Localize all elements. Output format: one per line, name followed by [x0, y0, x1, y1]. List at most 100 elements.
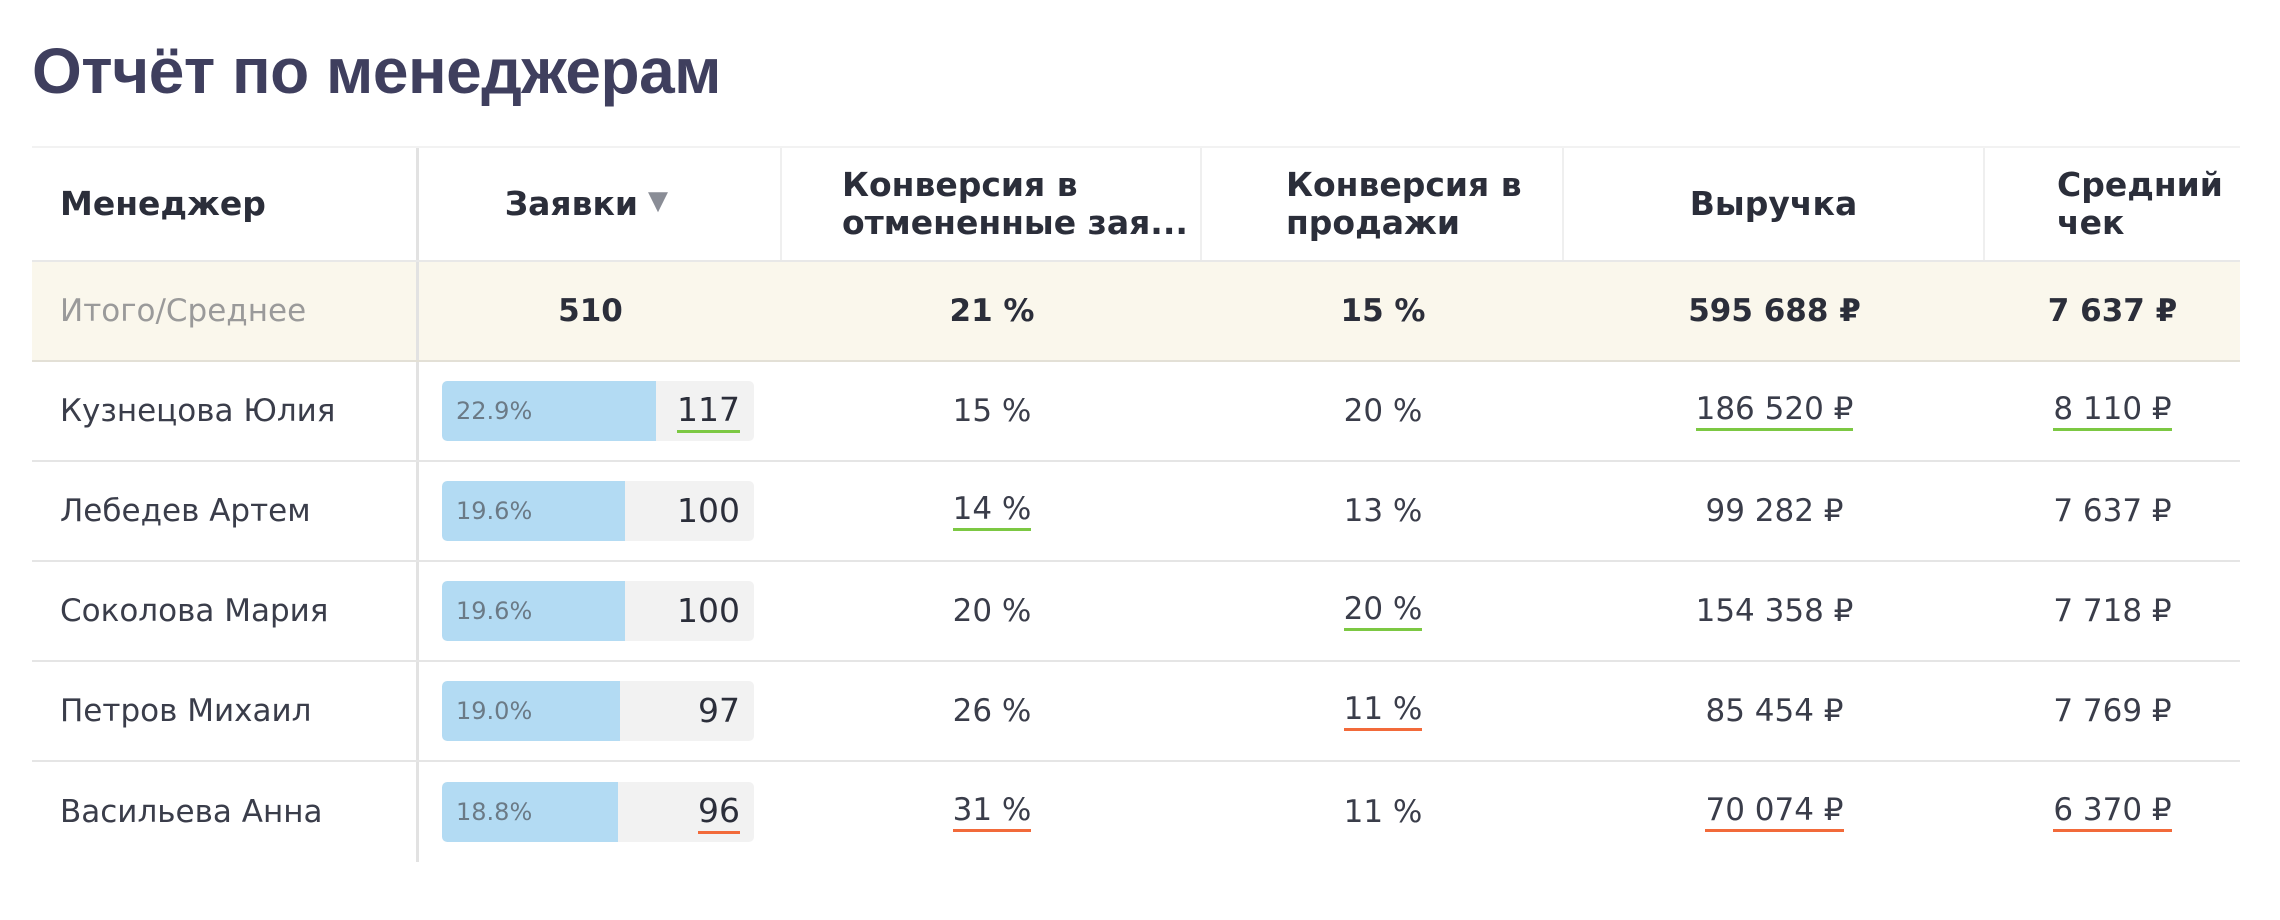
requests-share-bar: 18.8% 96	[442, 782, 754, 842]
manager-name: Васильева Анна	[32, 762, 419, 862]
requests-count: 97	[698, 681, 740, 741]
requests-count: 96	[698, 782, 740, 842]
requests-share-bar: 22.9% 117	[442, 381, 754, 441]
requests-cell: 18.8% 96	[419, 762, 782, 862]
requests-share-percent: 19.0%	[456, 697, 533, 725]
sales-conversion-value: 20 %	[1343, 392, 1423, 429]
avg-check-value: 7 718 ₽	[2053, 592, 2172, 629]
requests-share-fill	[442, 681, 620, 741]
column-header-label: Конверсия в отмененные зая...	[842, 165, 1188, 242]
requests-share-fill	[442, 581, 626, 641]
sales-conversion-value: 13 %	[1343, 492, 1423, 529]
avg-check-value: 7 769 ₽	[2053, 692, 2172, 729]
cancel-conversion-value: 14 %	[952, 491, 1032, 531]
table-row[interactable]: Лебедев Артем 19.6% 100 14 % 13 % 99 282…	[32, 462, 2240, 562]
requests-share-percent: 19.6%	[456, 597, 533, 625]
sales-conversion-cell: 20 %	[1202, 362, 1564, 460]
cancel-conversion-value: 26 %	[952, 692, 1032, 729]
requests-share-percent: 22.9%	[456, 397, 533, 425]
requests-share-bar: 19.0% 97	[442, 681, 754, 741]
requests-count-value: 96	[698, 791, 740, 834]
avg-check-value: 7 637 ₽	[2053, 492, 2172, 529]
requests-count-value: 100	[677, 491, 740, 530]
cancel-conversion-value: 15 %	[952, 392, 1032, 429]
table-row[interactable]: Соколова Мария 19.6% 100 20 % 20 % 154 3…	[32, 562, 2240, 662]
revenue-value: 70 074 ₽	[1705, 792, 1844, 832]
column-header-sales-conversion[interactable]: Конверсия в продажи	[1202, 148, 1564, 260]
avg-check-cell: 6 370 ₽	[1985, 762, 2240, 862]
sales-conversion-cell: 11 %	[1202, 762, 1564, 862]
table-row[interactable]: Петров Михаил 19.0% 97 26 % 11 % 85 454 …	[32, 662, 2240, 762]
managers-report-table: Менеджер Заявки ▼ Конверсия в отмененные…	[32, 146, 2240, 862]
requests-cell: 19.6% 100	[419, 462, 782, 560]
requests-cell: 19.0% 97	[419, 662, 782, 760]
column-header-label: Менеджер	[60, 184, 266, 223]
requests-cell: 19.6% 100	[419, 562, 782, 660]
total-avg-check: 7 637 ₽	[2047, 293, 2178, 329]
avg-check-cell: 7 718 ₽	[1985, 562, 2240, 660]
column-header-label: Выручка	[1689, 184, 1858, 223]
manager-name: Лебедев Артем	[32, 462, 419, 560]
manager-name: Соколова Мария	[32, 562, 419, 660]
requests-share-fill	[442, 381, 657, 441]
avg-check-cell: 7 637 ₽	[1985, 462, 2240, 560]
requests-count: 100	[677, 481, 740, 541]
revenue-cell: 85 454 ₽	[1564, 662, 1985, 760]
sales-conversion-value: 20 %	[1343, 591, 1423, 631]
avg-check-value: 8 110 ₽	[2053, 391, 2172, 431]
requests-count: 100	[677, 581, 740, 641]
total-sales-conversion: 15 %	[1340, 293, 1426, 329]
sales-conversion-value: 11 %	[1343, 691, 1423, 731]
revenue-value: 154 358 ₽	[1695, 592, 1854, 629]
sales-conversion-cell: 20 %	[1202, 562, 1564, 660]
cancel-conversion-cell: 20 %	[782, 562, 1202, 660]
revenue-cell: 154 358 ₽	[1564, 562, 1985, 660]
column-header-manager[interactable]: Менеджер	[32, 148, 419, 260]
column-header-avg-check[interactable]: Средний чек	[1985, 148, 2240, 260]
requests-cell: 22.9% 117	[419, 362, 782, 460]
requests-share-bar: 19.6% 100	[442, 581, 754, 641]
table-row[interactable]: Васильева Анна 18.8% 96 31 % 11 % 70 074…	[32, 762, 2240, 862]
revenue-cell: 186 520 ₽	[1564, 362, 1985, 460]
avg-check-value: 6 370 ₽	[2053, 792, 2172, 832]
requests-share-fill	[442, 782, 618, 842]
sort-descending-icon[interactable]: ▼	[648, 186, 668, 216]
requests-share-percent: 18.8%	[456, 798, 533, 826]
column-header-label: Заявки	[504, 184, 638, 223]
sales-conversion-cell: 11 %	[1202, 662, 1564, 760]
avg-check-cell: 8 110 ₽	[1985, 362, 2240, 460]
table-row[interactable]: Кузнецова Юлия 22.9% 117 15 % 20 % 186 5…	[32, 362, 2240, 462]
total-label: Итого/Среднее	[32, 262, 419, 360]
revenue-value: 186 520 ₽	[1695, 391, 1854, 431]
page-title: Отчёт по менеджерам	[32, 35, 722, 107]
total-requests: 510	[558, 293, 623, 329]
requests-count-value: 117	[677, 390, 740, 433]
table-header: Менеджер Заявки ▼ Конверсия в отмененные…	[32, 146, 2240, 262]
total-cancel-conversion: 21 %	[949, 293, 1035, 329]
manager-name: Петров Михаил	[32, 662, 419, 760]
cancel-conversion-value: 31 %	[952, 792, 1032, 832]
cancel-conversion-value: 20 %	[952, 592, 1032, 629]
revenue-value: 99 282 ₽	[1705, 492, 1844, 529]
total-row: Итого/Среднее 510 21 % 15 % 595 688 ₽ 7 …	[32, 262, 2240, 362]
cancel-conversion-cell: 31 %	[782, 762, 1202, 862]
manager-name: Кузнецова Юлия	[32, 362, 419, 460]
sales-conversion-cell: 13 %	[1202, 462, 1564, 560]
column-header-revenue[interactable]: Выручка	[1564, 148, 1985, 260]
column-header-requests[interactable]: Заявки ▼	[419, 148, 782, 260]
cancel-conversion-cell: 14 %	[782, 462, 1202, 560]
requests-share-bar: 19.6% 100	[442, 481, 754, 541]
revenue-cell: 99 282 ₽	[1564, 462, 1985, 560]
column-header-cancel-conversion[interactable]: Конверсия в отмененные зая...	[782, 148, 1202, 260]
revenue-value: 85 454 ₽	[1705, 692, 1844, 729]
column-header-label: Средний чек	[2057, 165, 2223, 242]
total-revenue: 595 688 ₽	[1688, 293, 1861, 329]
revenue-cell: 70 074 ₽	[1564, 762, 1985, 862]
requests-count-value: 97	[698, 691, 740, 730]
avg-check-cell: 7 769 ₽	[1985, 662, 2240, 760]
column-header-label: Конверсия в продажи	[1286, 165, 1522, 242]
requests-share-fill	[442, 481, 626, 541]
requests-count: 117	[677, 381, 740, 441]
cancel-conversion-cell: 15 %	[782, 362, 1202, 460]
requests-count-value: 100	[677, 591, 740, 630]
